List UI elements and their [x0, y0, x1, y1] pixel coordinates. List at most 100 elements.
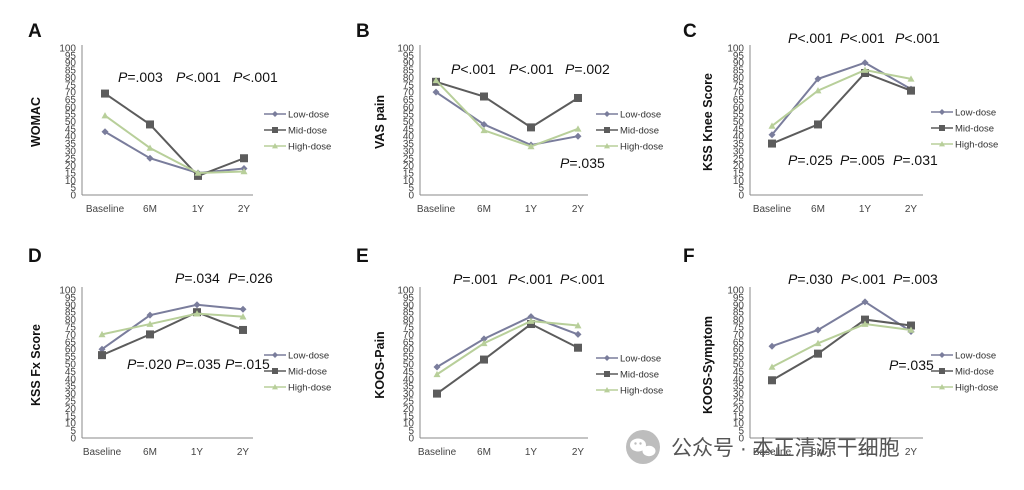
x-tick-label: 2Y	[237, 447, 250, 458]
y-tick-label: 40	[65, 132, 77, 143]
y-tick-label: 0	[738, 191, 744, 202]
legend-marker	[939, 368, 945, 374]
data-point	[480, 335, 488, 343]
data-point	[240, 167, 248, 175]
y-tick-label: 60	[403, 102, 415, 113]
p-value-top: P<.001	[560, 271, 605, 287]
p-value-top: P=.003	[118, 69, 163, 85]
y-tick-label: 25	[733, 397, 745, 408]
data-point	[768, 122, 776, 129]
legend-label: Low-dose	[955, 108, 996, 119]
data-point	[768, 376, 776, 385]
data-point	[194, 169, 202, 176]
y-tick-label: 75	[733, 80, 745, 91]
y-tick-label: 35	[733, 382, 745, 393]
y-axis-label: KOOS-Pain	[373, 331, 387, 398]
legend-label: Mid-dose	[955, 124, 994, 135]
y-tick-label: 45	[403, 367, 415, 378]
y-tick-label: 40	[733, 132, 745, 143]
y-tick-label: 30	[65, 146, 77, 157]
data-point	[480, 92, 488, 101]
y-tick-label: 15	[403, 411, 415, 422]
y-axis-label: KSS Knee Score	[701, 73, 715, 171]
p-value-top: P<.001	[451, 61, 496, 77]
x-tick-label: Baseline	[418, 447, 457, 458]
y-tick-label: 85	[403, 308, 415, 319]
y-tick-label: 55	[65, 352, 77, 363]
series-line	[101, 311, 244, 357]
y-axis-label: KSS Fx Score	[29, 324, 43, 406]
y-tick-label: 70	[733, 330, 745, 341]
y-tick-label: 100	[59, 44, 76, 55]
series-line	[104, 92, 245, 178]
x-tick-label: 2Y	[572, 204, 585, 215]
data-point	[101, 112, 109, 119]
x-tick-label: 6M	[143, 204, 157, 215]
data-point	[527, 123, 535, 132]
legend-marker	[272, 143, 278, 149]
x-tick-label: 6M	[811, 447, 825, 458]
y-tick-label: 45	[65, 124, 77, 135]
legend-marker	[939, 384, 945, 390]
y-tick-label: 70	[733, 88, 745, 99]
y-tick-label: 50	[403, 117, 415, 128]
y-tick-label: 35	[65, 139, 77, 150]
series-line	[435, 79, 579, 148]
y-tick-label: 70	[65, 330, 77, 341]
data-point	[239, 325, 247, 334]
series-mid-dose	[768, 68, 915, 148]
y-tick-label: 55	[733, 352, 745, 363]
data-point	[101, 89, 109, 98]
y-tick-label: 90	[403, 300, 415, 311]
y-tick-label: 60	[733, 102, 745, 113]
data-point	[907, 86, 915, 95]
y-tick-label: 35	[733, 139, 745, 150]
data-point	[814, 120, 822, 129]
y-tick-label: 25	[733, 154, 745, 165]
data-point	[98, 345, 106, 353]
p-value-bottom: P=.035	[889, 357, 934, 373]
data-point	[146, 144, 154, 151]
p-value-top: P<.001	[509, 61, 554, 77]
legend-label: High-dose	[955, 140, 998, 151]
y-tick-label: 25	[403, 154, 415, 165]
y-tick-label: 5	[738, 183, 744, 194]
x-tick-label: 6M	[477, 204, 491, 215]
y-tick-label: 80	[733, 315, 745, 326]
y-tick-label: 20	[65, 161, 77, 172]
x-tick-label: 2Y	[905, 447, 918, 458]
x-tick-label: 6M	[811, 204, 825, 215]
y-tick-label: 40	[403, 374, 415, 385]
y-tick-label: 70	[403, 330, 415, 341]
data-point	[98, 351, 106, 360]
y-tick-label: 75	[65, 323, 77, 334]
data-point	[768, 342, 776, 350]
y-tick-label: 60	[65, 345, 77, 356]
p-value-top: P<.001	[788, 30, 833, 46]
data-point	[480, 120, 488, 128]
data-point	[861, 320, 869, 327]
panel-letter: B	[356, 21, 370, 42]
panel-e: E KOOS-Pain 051015202530354045505560657075…	[356, 246, 663, 458]
y-tick-label: 95	[403, 293, 415, 304]
p-value-top: P<.001	[840, 30, 885, 46]
legend-marker	[939, 125, 945, 131]
legend-marker	[604, 127, 610, 133]
p-value-bottom: P=.031	[893, 152, 938, 168]
y-tick-label: 10	[65, 176, 77, 187]
y-axis-label: VAS pain	[373, 95, 387, 149]
legend-marker	[604, 111, 610, 117]
data-point	[146, 330, 154, 339]
p-value-top: P=.002	[565, 61, 610, 77]
y-tick-label: 45	[733, 124, 745, 135]
y-tick-label: 25	[65, 397, 77, 408]
legend-label: Mid-dose	[288, 126, 327, 137]
y-tick-label: 10	[733, 419, 745, 430]
series-line	[101, 303, 244, 351]
series-line	[771, 69, 912, 127]
data-point	[527, 320, 535, 329]
series-high-dose	[433, 317, 582, 378]
data-point	[433, 363, 441, 371]
data-point	[861, 298, 869, 306]
y-tick-label: 65	[403, 337, 415, 348]
